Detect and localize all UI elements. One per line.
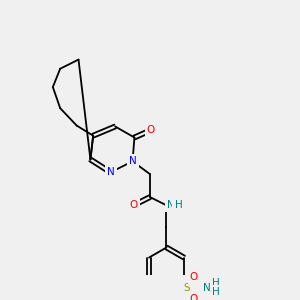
Text: N: N bbox=[107, 167, 115, 177]
Text: O: O bbox=[147, 125, 155, 135]
Text: N: N bbox=[129, 156, 136, 166]
Text: O: O bbox=[190, 294, 198, 300]
Text: H: H bbox=[175, 200, 182, 210]
Text: O: O bbox=[190, 272, 198, 282]
Text: N: N bbox=[167, 200, 175, 210]
Text: H: H bbox=[212, 287, 220, 297]
Text: H: H bbox=[212, 278, 220, 288]
Text: S: S bbox=[183, 283, 190, 293]
Text: N: N bbox=[203, 283, 211, 293]
Text: O: O bbox=[129, 200, 138, 210]
